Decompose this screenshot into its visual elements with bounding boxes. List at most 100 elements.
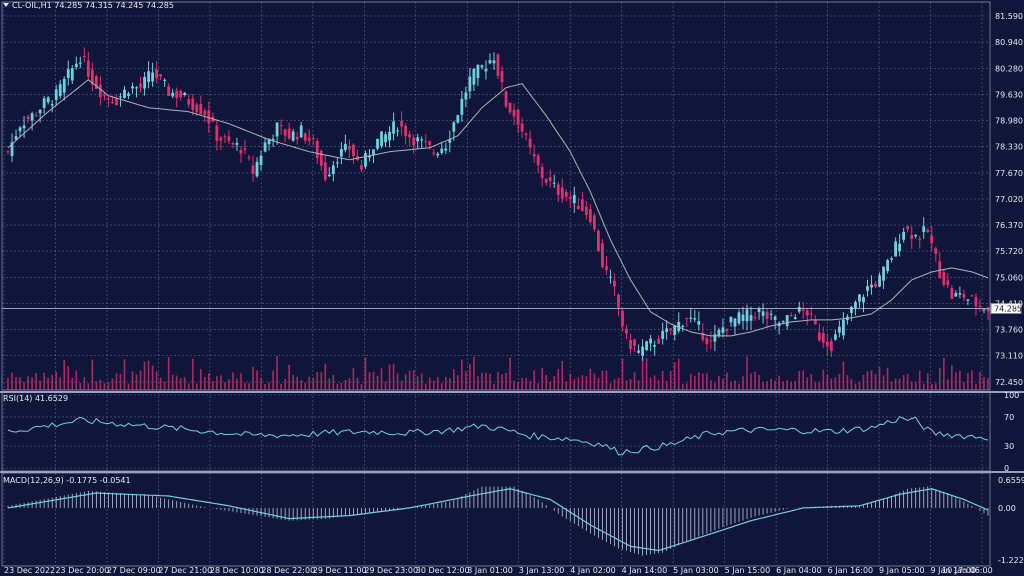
candle-body <box>18 127 22 132</box>
candle-body <box>456 115 460 123</box>
candle-body <box>480 65 484 68</box>
candle-body <box>528 138 532 148</box>
candle-body <box>62 78 66 93</box>
x-tick-label: 3 Jan 01:00 <box>467 566 513 575</box>
candle-body <box>637 350 640 353</box>
y-tick-label: 80.280 <box>995 64 1023 73</box>
volume-bar <box>332 375 335 390</box>
volume-bar <box>786 379 788 390</box>
candle-body <box>492 60 496 64</box>
volume-bar <box>938 367 941 390</box>
pane-separator[interactable] <box>0 471 1024 473</box>
candle-body <box>143 76 146 89</box>
volume-bar <box>661 370 664 390</box>
candle-body <box>922 226 926 233</box>
symbol-header: CL-OIL,H1 74.285 74.315 74.245 74.285 <box>12 1 174 10</box>
volume-bar <box>657 380 660 390</box>
volume-bar <box>340 382 343 390</box>
candle-body <box>649 338 653 344</box>
candle-body <box>709 340 713 342</box>
volume-bar <box>906 373 909 390</box>
volume-bar <box>288 364 290 390</box>
candle-body <box>882 266 885 281</box>
candle-body <box>701 332 705 340</box>
grid-lines <box>2 2 990 566</box>
candle-body <box>179 91 183 98</box>
volume-bar <box>131 371 134 390</box>
candle-body <box>858 294 861 302</box>
candle-body <box>633 339 636 346</box>
y-tick-label: 75.060 <box>995 273 1023 282</box>
volume-bar <box>955 372 957 390</box>
y-tick-label: 76.370 <box>995 221 1023 230</box>
volume-bar <box>838 373 841 390</box>
candle-body <box>689 317 693 319</box>
x-tick-label: 4 Jan 14:00 <box>622 566 668 575</box>
y-tick-label: 81.590 <box>995 12 1023 21</box>
candle-body <box>58 84 62 97</box>
volume-bar <box>457 375 459 390</box>
candle-body <box>464 92 468 100</box>
volume-bar <box>344 379 347 390</box>
candle-body <box>46 97 50 103</box>
candle-body <box>785 315 789 327</box>
candle-body <box>898 243 902 252</box>
volume-bar <box>645 358 648 390</box>
volume-bar <box>577 377 580 390</box>
candle-body <box>331 165 335 175</box>
candle-body <box>151 72 154 82</box>
candle-body <box>966 299 970 301</box>
candle-body <box>6 151 10 153</box>
volume-bar <box>862 374 865 390</box>
candle-body <box>645 341 649 350</box>
volume-bar <box>240 373 242 390</box>
x-tick-label: 29 Dec 11:00 <box>313 566 367 575</box>
volume-bar <box>934 383 937 390</box>
candle-body <box>231 143 235 145</box>
volume-bar <box>975 383 977 390</box>
candle-body <box>303 133 307 141</box>
volume-bar <box>810 374 813 390</box>
volume-bar <box>139 370 142 390</box>
volume-bar <box>284 378 286 390</box>
candle-body <box>906 226 910 230</box>
volume-bar <box>834 377 837 390</box>
candle-body <box>159 74 163 77</box>
volume-bar <box>902 375 905 390</box>
candle-body <box>894 241 898 257</box>
candle-body <box>552 182 556 184</box>
candle-body <box>837 326 841 333</box>
volume-bar <box>67 366 70 390</box>
volume-bar <box>609 383 612 390</box>
volume-bar <box>296 376 298 390</box>
volume-bar <box>758 374 760 390</box>
volume-bar <box>794 381 797 390</box>
volume-bar <box>59 377 62 390</box>
candle-body <box>10 142 14 156</box>
volume-bar <box>135 374 138 390</box>
candle-body <box>335 162 339 164</box>
collapse-triangle-icon[interactable] <box>3 3 9 7</box>
candle-body <box>127 93 130 97</box>
candle-body <box>516 109 520 125</box>
volume-bar <box>987 378 989 390</box>
candle-body <box>131 86 134 89</box>
y-tick-label: 77.670 <box>995 169 1023 178</box>
volume-bar <box>529 381 531 390</box>
candle-body <box>352 144 355 157</box>
candle-body <box>705 338 709 345</box>
candle-body <box>753 317 757 319</box>
candle-body <box>360 165 363 170</box>
candle-body <box>653 345 657 347</box>
volume-bar <box>428 377 431 390</box>
volume-bar <box>746 356 748 390</box>
volume-bar <box>43 372 45 390</box>
x-tick-label: 10 Jan 06:00 <box>942 566 993 575</box>
candle-body <box>809 313 813 315</box>
pane-separator[interactable] <box>0 391 1024 393</box>
volume-bar <box>714 382 716 390</box>
candle-body <box>339 149 343 157</box>
candle-body <box>115 98 118 106</box>
